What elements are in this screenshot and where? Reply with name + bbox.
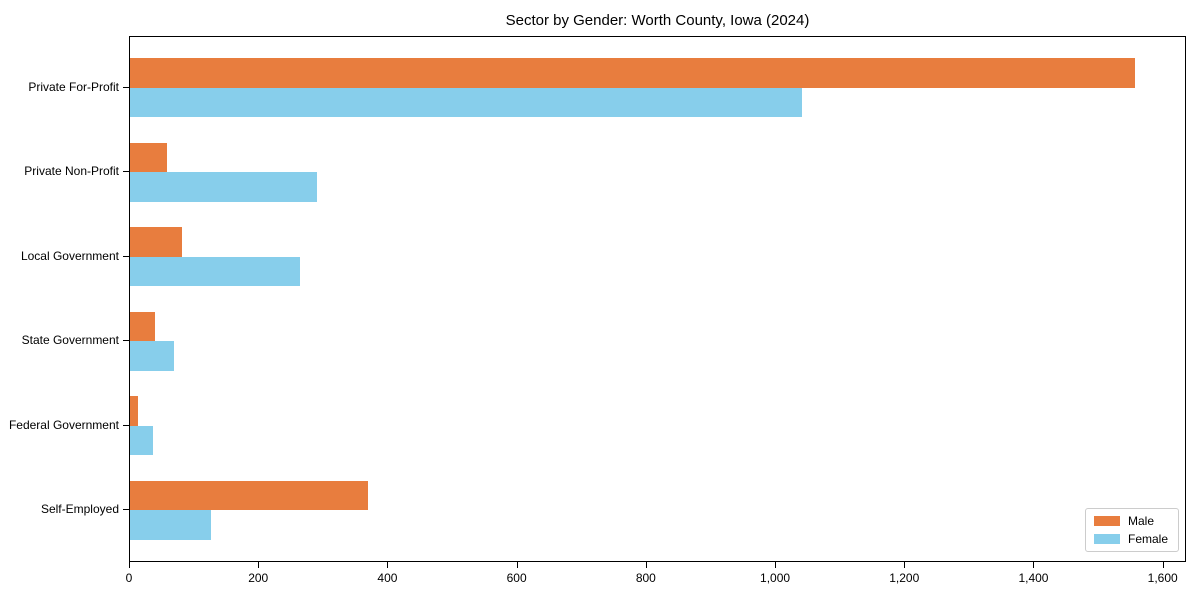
male-bar <box>130 227 182 257</box>
plot-area: Male Female <box>129 36 1186 562</box>
x-tick-label: 200 <box>248 571 269 585</box>
x-tick-mark <box>645 562 647 568</box>
x-tick-mark <box>387 562 389 568</box>
male-swatch-icon <box>1093 516 1120 526</box>
y-tick-mark <box>123 509 129 511</box>
y-tick-label: Federal Government <box>8 417 119 432</box>
legend: Male Female <box>1084 508 1179 552</box>
x-tick-label: 400 <box>377 571 398 585</box>
x-tick-mark <box>904 562 906 568</box>
female-swatch-icon <box>1093 534 1120 544</box>
bars-layer <box>130 37 1185 561</box>
x-tick-label: 1,400 <box>1018 571 1049 585</box>
male-bar <box>130 142 167 173</box>
x-tick-mark <box>516 562 518 568</box>
female-bar <box>130 172 318 202</box>
x-tick-mark <box>1162 562 1164 568</box>
y-axis-ticks <box>123 36 129 562</box>
x-tick-label: 800 <box>635 571 656 585</box>
y-tick-mark <box>123 86 129 88</box>
male-bar <box>130 311 156 342</box>
legend-label-male: Male <box>1127 514 1154 528</box>
male-bar <box>130 396 138 426</box>
x-tick-mark <box>1033 562 1035 568</box>
y-tick-label: Private For-Profit <box>28 79 119 94</box>
female-bar <box>130 341 174 371</box>
y-tick-mark <box>123 340 129 342</box>
x-axis: 0 200 400 600 800 1,000 1,200 1,400 1,600 <box>125 562 1186 600</box>
legend-item-female: Female <box>1093 532 1168 546</box>
y-tick-label: Local Government <box>20 248 119 263</box>
y-tick-label: Self-Employed <box>40 502 119 517</box>
y-tick-mark <box>123 171 129 173</box>
x-tick-label: 1,000 <box>760 571 791 585</box>
x-tick-label: 1,200 <box>889 571 920 585</box>
y-tick-label: Private Non-Profit <box>24 164 119 179</box>
y-tick-label: State Government <box>21 333 119 348</box>
female-bar <box>130 256 300 287</box>
y-tick-mark <box>123 424 129 426</box>
x-tick-mark <box>775 562 777 568</box>
x-tick-mark <box>258 562 260 568</box>
male-bar <box>130 58 1135 88</box>
y-tick-mark <box>123 255 129 257</box>
x-tick-mark <box>129 562 130 568</box>
female-bar <box>130 425 154 456</box>
female-bar <box>130 87 802 118</box>
x-tick-label: 1,600 <box>1147 571 1178 585</box>
y-axis-labels: Private For-Profit Private Non-Profit Loca… <box>0 36 119 562</box>
x-tick-label: 0 <box>125 571 133 585</box>
male-bar <box>130 480 368 511</box>
female-bar <box>130 510 211 540</box>
legend-label-female: Female <box>1127 532 1168 546</box>
x-tick-label: 600 <box>506 571 527 585</box>
legend-item-male: Male <box>1093 514 1168 528</box>
chart-title: Sector by Gender: Worth County, Iowa (20… <box>505 12 810 29</box>
